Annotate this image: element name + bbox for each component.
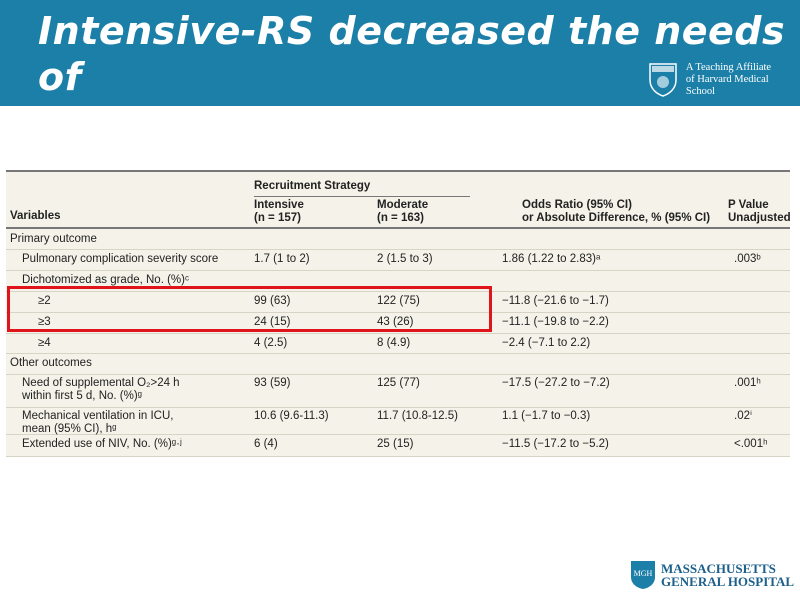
header-moderate-n: (n = 163) <box>377 212 424 224</box>
row-label: Need of supplemental O₂>24 h <box>22 377 180 389</box>
row-label: ≥3 <box>38 316 51 328</box>
svg-text:MGH: MGH <box>634 569 653 578</box>
harvard-shield-icon <box>649 63 677 97</box>
cell-intensive: 4 (2.5) <box>254 337 288 349</box>
cell-moderate: 25 (15) <box>377 438 414 450</box>
table-row: ≥4 4 (2.5) 8 (4.9) −2.4 (−7.1 to 2.2) <box>6 333 790 354</box>
header-or-2: or Absolute Difference, % (95% CI) <box>522 212 711 224</box>
affiliate-line-2: of Harvard Medical School <box>685 74 769 97</box>
table-row: ≥3 24 (15) 43 (26) −11.1 (−19.8 to −2.2) <box>6 312 790 334</box>
header-p-2: Unadjusted <box>728 212 791 224</box>
hospital-line-1: MASSACHUSETTS <box>661 561 776 576</box>
cell-moderate: 43 (26) <box>377 316 414 328</box>
table-row: Dichotomized as grade, No. (%)ᶜ <box>6 270 790 292</box>
cell-p-value: .001ʰ <box>734 377 761 389</box>
cell-effect: −11.5 (−17.2 to −5.2) <box>502 438 609 450</box>
table-row: Other outcomes <box>6 353 790 375</box>
cell-intensive: 6 (4) <box>254 438 278 450</box>
row-label: ≥4 <box>38 337 51 349</box>
header-moderate: Moderate <box>377 199 429 211</box>
table-header: Recruitment Strategy Variables Intensive… <box>6 172 791 229</box>
hospital-line-2: GENERAL HOSPITAL <box>661 574 795 589</box>
cell-intensive: 99 (63) <box>254 295 291 307</box>
cell-moderate: 8 (4.9) <box>377 337 411 349</box>
table-row: Primary outcome <box>6 229 790 250</box>
cell-moderate: 125 (77) <box>377 377 420 389</box>
table-row: ≥2 99 (63) 122 (75) −11.8 (−21.6 to −1.7) <box>6 291 790 313</box>
affiliate-line-1: A Teaching Affiliate <box>685 62 772 73</box>
table-row: Pulmonary complication severity score 1.7… <box>6 249 790 271</box>
row-label: ≥2 <box>38 295 51 307</box>
cell-effect: −2.4 (−7.1 to 2.2) <box>502 337 591 349</box>
title-line-2: supp O2 and use of NIV <box>38 101 552 145</box>
cell-effect: −11.1 (−19.8 to −2.2) <box>502 316 609 328</box>
cell-moderate: 11.7 (10.8-12.5) <box>377 410 458 422</box>
mgh-shield-icon: MGH <box>631 561 655 589</box>
table-row: Mechanical ventilation in ICU, 10.6 (9.6-… <box>6 407 790 435</box>
highlight-box <box>7 286 492 332</box>
header-variables: Variables <box>10 210 61 222</box>
row-label: Dichotomized as grade, No. (%)ᶜ <box>22 274 190 286</box>
cell-effect: −17.5 (−27.2 to −7.2) <box>502 377 610 389</box>
row-label: Extended use of NIV, No. (%)ᵍ·ʲ <box>22 438 182 450</box>
cell-intensive: 1.7 (1 to 2) <box>254 253 310 265</box>
group-divider <box>254 196 470 197</box>
table-row: Need of supplemental O₂>24 h 93 (59) 125 (… <box>6 374 790 408</box>
group-header: Recruitment Strategy <box>254 180 371 192</box>
table-row: Extended use of NIV, No. (%)ᵍ·ʲ 6 (4) 25 (… <box>6 434 790 457</box>
row-label: Pulmonary complication severity score <box>22 253 219 265</box>
mgh-logo: MGH MASSACHUSETTS GENERAL HOSPITAL <box>630 560 794 590</box>
cell-moderate: 2 (1.5 to 3) <box>377 253 433 265</box>
harvard-affiliate-logo: A Teaching Affiliate of Harvard Medical S… <box>648 62 800 98</box>
cell-p-value: .02ⁱ <box>734 410 753 422</box>
cell-effect: 1.86 (1.22 to 2.83)ᵃ <box>502 253 601 265</box>
title-banner: Intensive-RS decreased the needs of supp… <box>0 0 800 145</box>
row-label: Mechanical ventilation in ICU, <box>22 410 174 422</box>
results-table: Recruitment Strategy Variables Intensive… <box>6 170 791 457</box>
header-p: P Value <box>728 199 769 211</box>
cell-p-value: .003ᵇ <box>734 253 761 265</box>
header-or: Odds Ratio (95% CI) <box>522 199 632 211</box>
row-label-line-2: mean (95% CI), hᵍ <box>22 423 117 435</box>
cell-intensive: 10.6 (9.6-11.3) <box>254 410 329 422</box>
header-intensive-n: (n = 157) <box>254 212 301 224</box>
title-line-1: Intensive-RS decreased the needs of <box>38 9 786 99</box>
slide-title: Intensive-RS decreased the needs of supp… <box>38 8 800 146</box>
row-label: Primary outcome <box>10 233 97 245</box>
cell-intensive: 93 (59) <box>254 377 291 389</box>
cell-intensive: 24 (15) <box>254 316 291 328</box>
row-label-line-2: within first 5 d, No. (%)ᵍ <box>22 390 143 402</box>
cell-effect: −11.8 (−21.6 to −1.7) <box>502 295 609 307</box>
cell-p-value: <.001ʰ <box>734 438 768 450</box>
header-intensive: Intensive <box>254 199 304 211</box>
row-label: Other outcomes <box>10 357 92 369</box>
cell-effect: 1.1 (−1.7 to −0.3) <box>502 410 591 422</box>
cell-moderate: 122 (75) <box>377 295 420 307</box>
